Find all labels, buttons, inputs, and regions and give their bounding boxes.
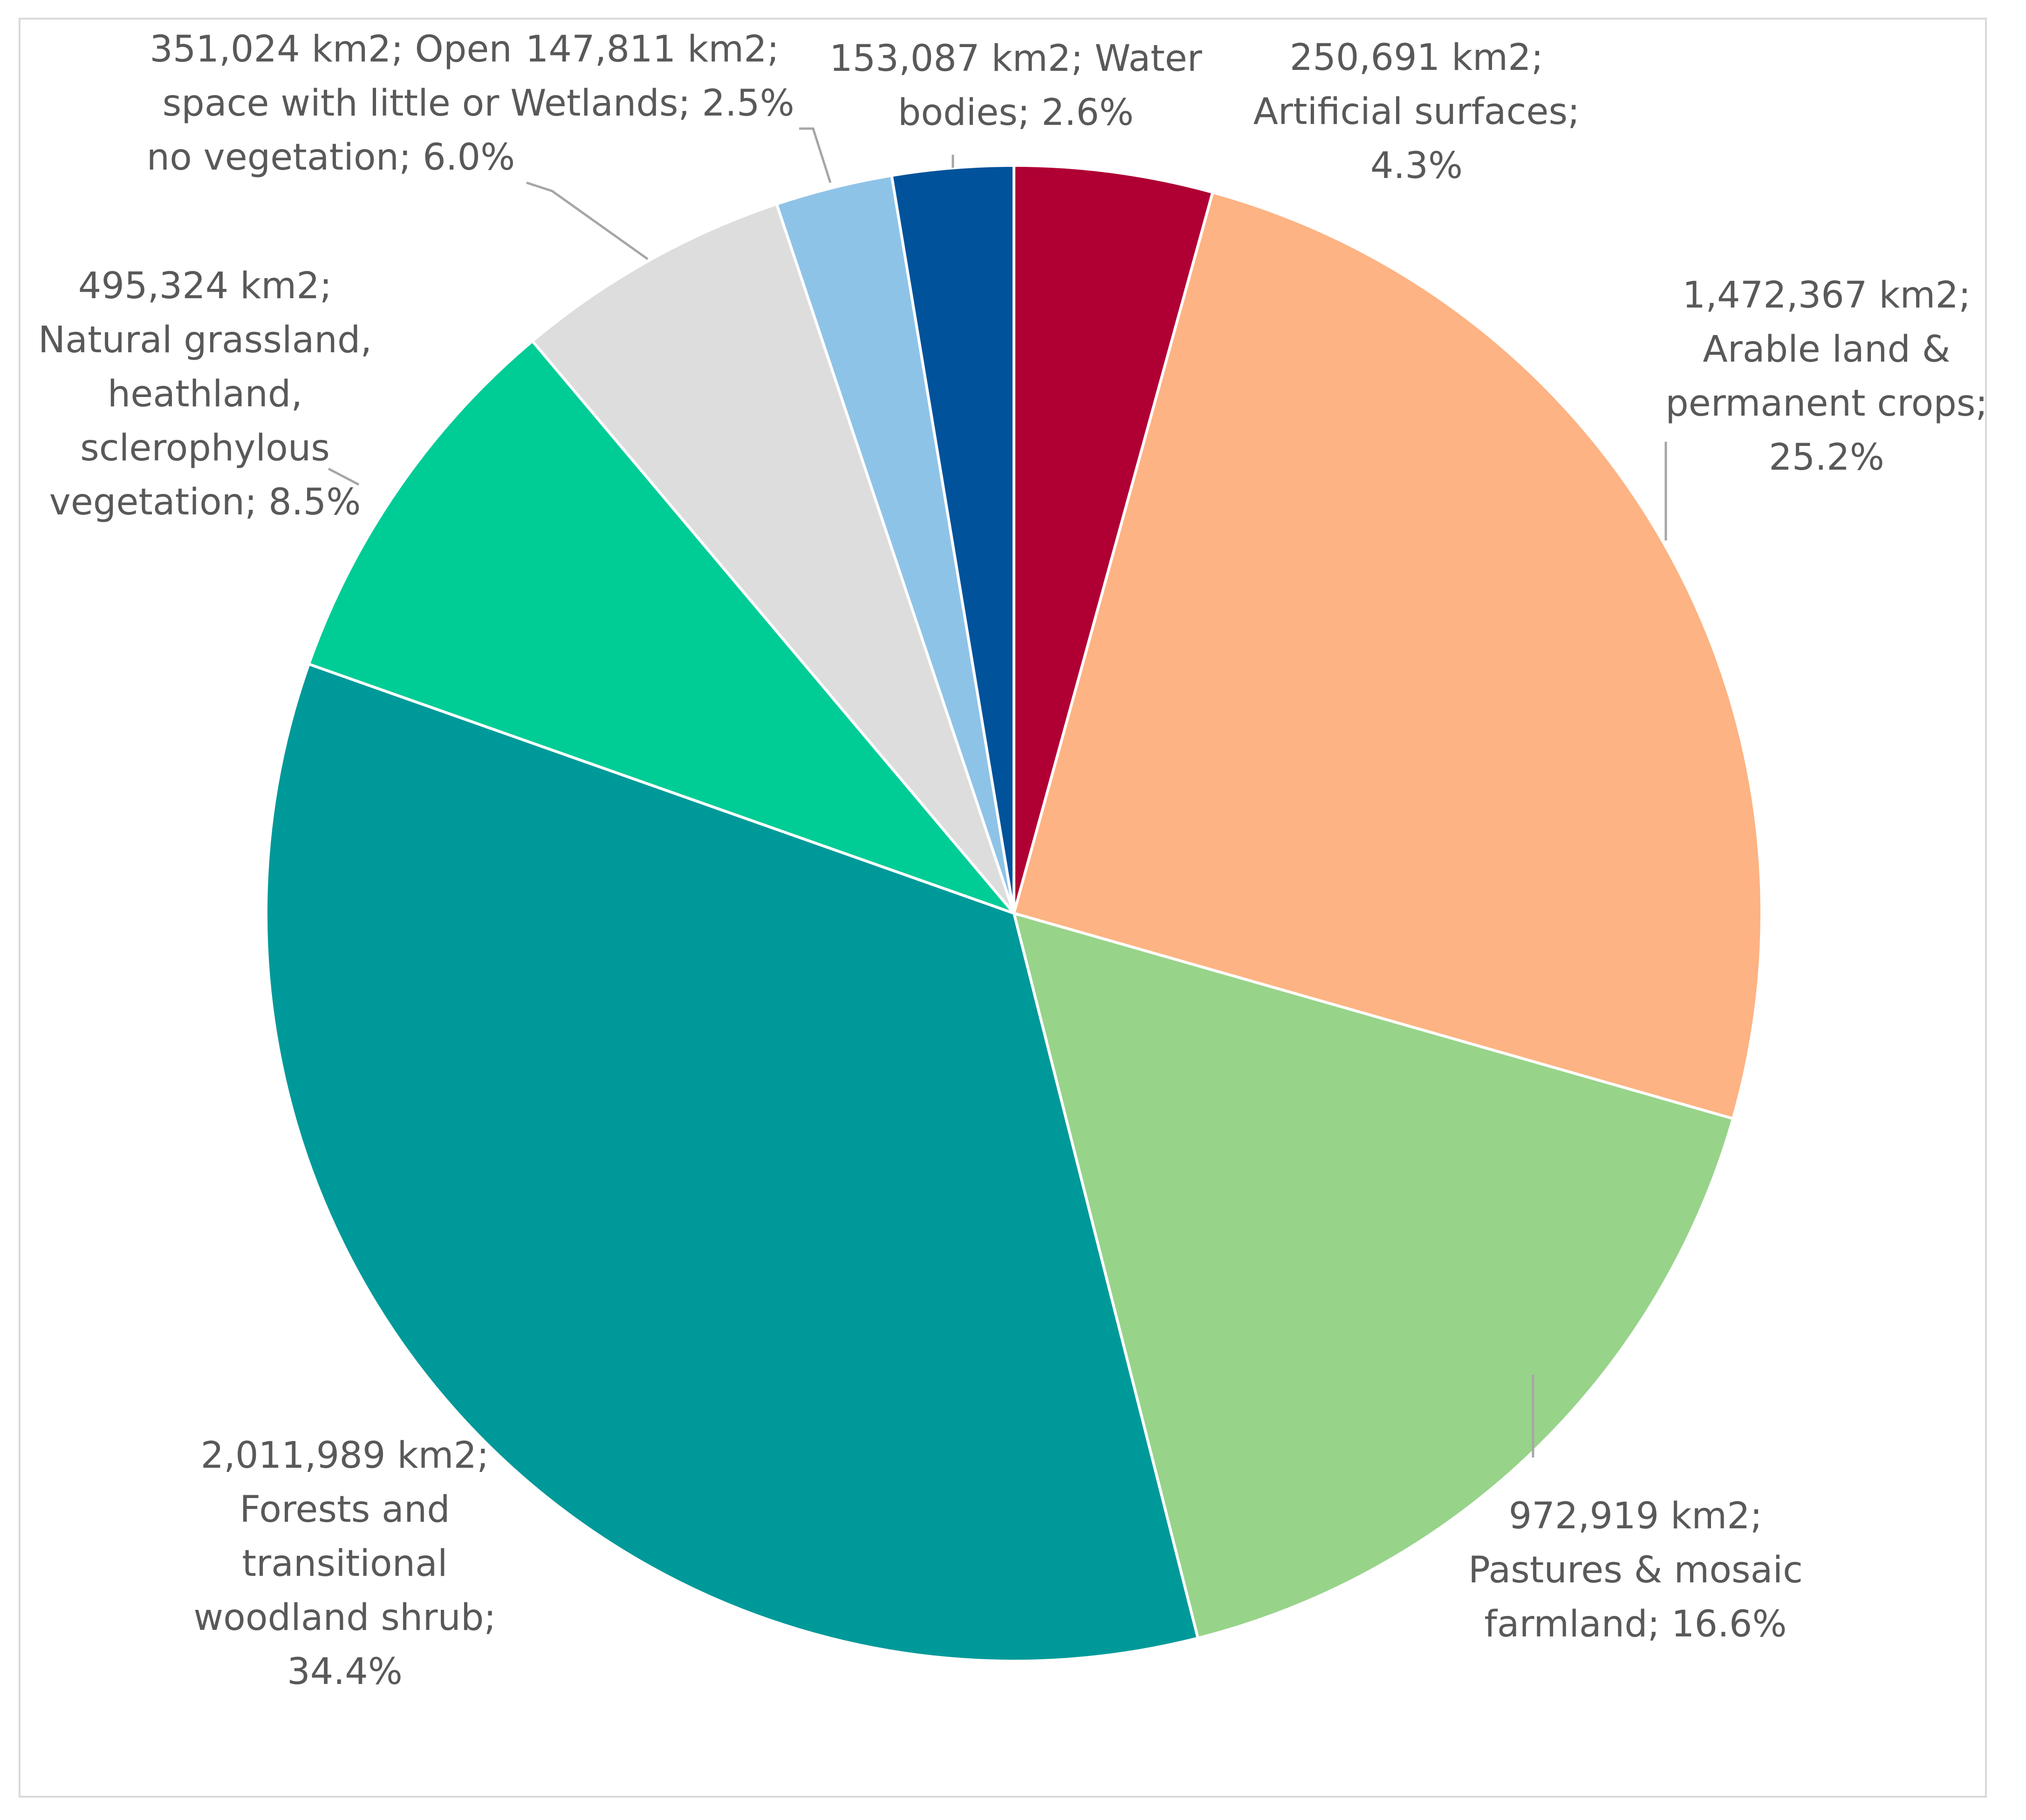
pie-slice[interactable] bbox=[1013, 164, 1215, 914]
data-label: 2,011,989 km2; Forests and transitional woo… bbox=[193, 1435, 496, 1693]
pie-slice[interactable] bbox=[265, 662, 1200, 1663]
data-label-line: heathland, bbox=[108, 373, 302, 415]
data-label-line: bodies; 2.6% bbox=[898, 92, 1134, 134]
data-label-line: 495,324 km2; bbox=[78, 265, 332, 307]
pie-slice[interactable] bbox=[1012, 911, 1735, 1640]
pie-slice[interactable] bbox=[890, 164, 1015, 914]
pie-slice[interactable] bbox=[1012, 191, 1763, 1121]
data-label-line: Natural grassland, bbox=[38, 319, 372, 361]
data-label-line: 34.4% bbox=[287, 1651, 403, 1693]
data-label-line: 250,691 km2; bbox=[1290, 37, 1543, 79]
data-label-line: Pastures & mosaic bbox=[1468, 1549, 1803, 1591]
data-label-line: permanent crops; bbox=[1665, 383, 1988, 424]
pie-slice[interactable] bbox=[307, 339, 1019, 917]
data-label-line: 147,811 km2; bbox=[526, 28, 779, 70]
data-label-line: sclerophylous bbox=[80, 427, 330, 469]
data-label-line: woodland shrub; bbox=[193, 1597, 496, 1639]
leader-line bbox=[328, 467, 360, 486]
data-label: 1,472,367 km2; Arable land & permanent cro… bbox=[1665, 274, 1988, 479]
data-label: 153,087 km2; Water bodies; 2.6% bbox=[829, 38, 1203, 134]
data-label: 972,919 km2; Pastures & mosaic farmland; 1… bbox=[1468, 1495, 1803, 1645]
data-label-line: Forests and bbox=[240, 1489, 450, 1531]
data-label: 351,024 km2; Open space with little or no … bbox=[147, 28, 515, 178]
pie-slices bbox=[265, 164, 1763, 1663]
leader-line bbox=[799, 127, 832, 183]
leader-line bbox=[526, 181, 649, 260]
data-label: 250,691 km2; Artificial surfaces; 4.3% bbox=[1253, 37, 1580, 187]
data-label-line: 2,011,989 km2; bbox=[201, 1435, 489, 1477]
data-label-line: 25.2% bbox=[1769, 437, 1884, 479]
data-label-line: 4.3% bbox=[1370, 145, 1463, 187]
data-label-line: 972,919 km2; bbox=[1509, 1495, 1762, 1537]
data-label-line: Arable land & bbox=[1703, 328, 1950, 370]
data-label-line: space with little or bbox=[163, 82, 500, 124]
pie-slice[interactable] bbox=[530, 202, 1015, 914]
data-label-line: no vegetation; 6.0% bbox=[147, 137, 515, 178]
data-label-line: farmland; 16.6% bbox=[1484, 1603, 1786, 1645]
leader-lines bbox=[328, 127, 1667, 1457]
data-label: 495,324 km2; Natural grassland, heathland,… bbox=[38, 265, 372, 523]
slice-labels: 250,691 km2; Artificial surfaces; 4.3% 1,47… bbox=[38, 28, 1988, 1693]
data-label-line: 153,087 km2; Water bbox=[829, 38, 1203, 80]
data-label: 147,811 km2; Wetlands; 2.5% bbox=[510, 28, 794, 124]
data-label-line: 1,472,367 km2; bbox=[1683, 274, 1971, 316]
data-label-line: 351,024 km2; Open bbox=[150, 28, 512, 70]
data-label-line: vegetation; 8.5% bbox=[49, 481, 361, 523]
data-label-line: Wetlands; 2.5% bbox=[510, 82, 794, 124]
data-label-line: Artificial surfaces; bbox=[1253, 91, 1580, 133]
data-label-line: transitional bbox=[242, 1543, 447, 1585]
